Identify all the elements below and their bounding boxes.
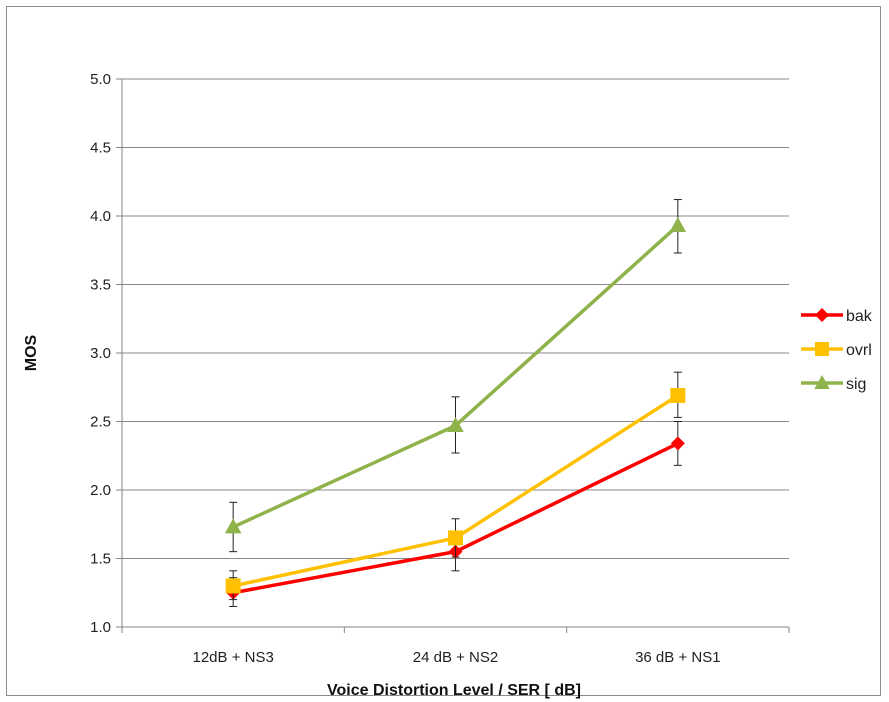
- data-point-bak: [670, 436, 685, 451]
- y-tick-label: 1.5: [90, 551, 111, 568]
- legend-label: sig: [846, 376, 866, 393]
- y-tick-label: 4.5: [90, 140, 111, 157]
- legend-marker: [814, 374, 830, 389]
- legend: bak ovrl sig: [801, 308, 873, 393]
- x-tick-labels: 12dB + NS3 24 dB + NS2 36 dB + NS1: [193, 649, 721, 666]
- y-tick-label: 2.5: [90, 414, 111, 431]
- y-axis-title: MOS: [23, 334, 40, 371]
- series-ovrl: [225, 371, 686, 601]
- y-tick-label: 3.0: [90, 345, 111, 362]
- data-point-sig: [669, 216, 687, 232]
- legend-item-ovrl: ovrl: [801, 342, 872, 359]
- x-tick-label: 36 dB + NS1: [635, 649, 720, 666]
- legend-marker: [815, 308, 829, 322]
- series-sig: [224, 199, 687, 553]
- legend-label: ovrl: [846, 342, 872, 359]
- legend-label: bak: [846, 308, 873, 325]
- y-tick-label: 4.0: [90, 208, 111, 225]
- data-point-sig: [224, 518, 242, 534]
- y-tick-label: 5.0: [90, 71, 111, 88]
- legend-marker: [815, 342, 829, 356]
- x-tick-label: 12dB + NS3: [193, 649, 274, 666]
- series-line-sig: [232, 224, 680, 529]
- legend-item-bak: bak: [801, 308, 873, 325]
- x-tick-label: 24 dB + NS2: [413, 649, 498, 666]
- series-group: [224, 199, 687, 607]
- y-tick-label: 1.0: [90, 619, 111, 636]
- data-point-ovrl: [448, 530, 463, 546]
- y-tick-label: 3.5: [90, 277, 111, 294]
- chart-frame: [6, 6, 881, 696]
- y-tick-label: 2.0: [90, 482, 111, 499]
- data-point-ovrl: [670, 387, 686, 403]
- data-point-sig: [447, 416, 464, 432]
- x-axis-title: Voice Distortion Level / SER [ dB]: [327, 682, 581, 699]
- legend-item-sig: sig: [801, 374, 866, 393]
- data-point-ovrl: [225, 578, 241, 594]
- y-tick-labels: 1.0 1.5 2.0 2.5 3.0 3.5 4.0 4.5 5.0: [90, 71, 111, 636]
